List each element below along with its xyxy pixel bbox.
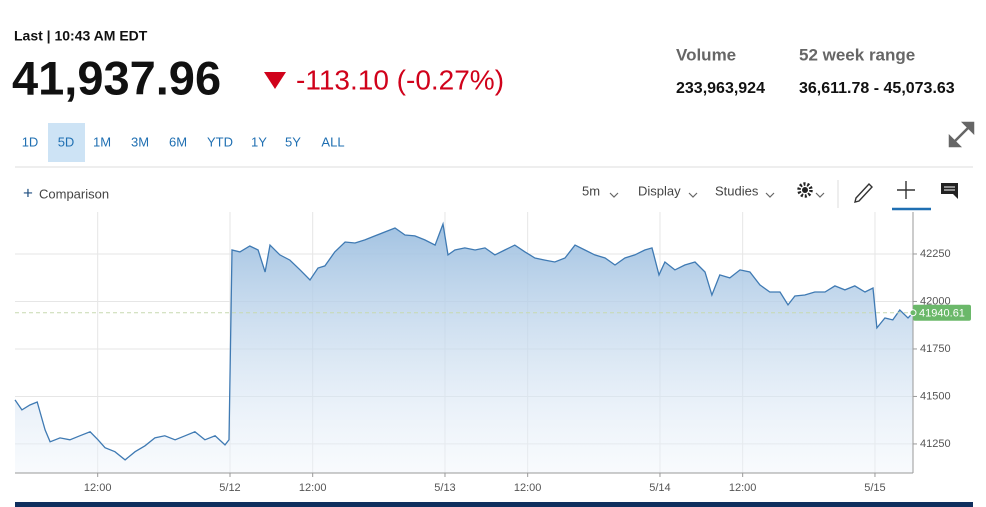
- range-button[interactable]: ALL: [321, 134, 344, 149]
- x-tick-label: 5/14: [649, 482, 670, 494]
- x-tick-label: 5/13: [434, 482, 455, 494]
- chart: 41250 41500 41750 42000 42250 12:00 5/12 12:00 5…: [14, 212, 971, 494]
- y-tick-label: 42250: [920, 248, 951, 260]
- x-tick-label: 12:00: [299, 482, 327, 494]
- studies-button[interactable]: Studies: [715, 183, 759, 198]
- y-tick-label: 42000: [920, 295, 951, 307]
- range-selected: [48, 123, 85, 162]
- y-tick-label: 41250: [920, 438, 951, 450]
- interval-button[interactable]: 5m: [582, 183, 600, 198]
- last-time: Last | 10:43 AM EDT: [14, 28, 148, 44]
- range-button[interactable]: 1D: [22, 134, 39, 149]
- bottom-bar: [15, 502, 973, 507]
- range-button[interactable]: YTD: [207, 134, 233, 149]
- range-button[interactable]: 1M: [93, 134, 111, 149]
- last-price-box: [913, 304, 971, 321]
- chevrons: [609, 192, 825, 198]
- settings-icon[interactable]: [797, 182, 813, 198]
- crosshair-icon[interactable]: [897, 181, 915, 199]
- last-price-dot: [909, 309, 917, 317]
- stat-label: 52 week range: [799, 45, 915, 64]
- down-arrow: [264, 72, 286, 89]
- x-tick-label: 5/15: [864, 482, 885, 494]
- price-line: [14, 221, 914, 461]
- stat-value: 233,963,924: [676, 80, 765, 97]
- range-button[interactable]: 1Y: [251, 134, 267, 149]
- y-tick-label: 41750: [920, 343, 951, 355]
- range-button[interactable]: 5D: [58, 134, 75, 149]
- price: 41,937.96: [12, 51, 221, 104]
- comparison-button[interactable]: Comparison: [39, 186, 109, 201]
- draw-icon[interactable]: [854, 182, 873, 203]
- display-button[interactable]: Display: [638, 183, 681, 198]
- x-tick-label: 12:00: [729, 482, 757, 494]
- last-price-label: 41940.61: [919, 308, 965, 320]
- x-tick-label: 12:00: [514, 482, 542, 494]
- plus-icon[interactable]: +: [23, 183, 33, 202]
- stat-label: Volume: [676, 45, 736, 64]
- range-button[interactable]: 5Y: [285, 134, 301, 149]
- expand-icon[interactable]: [948, 121, 975, 148]
- x-tick-label: 5/12: [219, 482, 240, 494]
- y-tick-label: 41500: [920, 390, 951, 402]
- stat-value: 36,611.78 - 45,073.63: [799, 80, 955, 97]
- range-button[interactable]: 3M: [131, 134, 149, 149]
- change: -113.10 (-0.27%): [296, 64, 504, 95]
- comment-icon[interactable]: [941, 183, 958, 199]
- area: [15, 224, 913, 473]
- x-tick-label: 12:00: [84, 482, 112, 494]
- range-button[interactable]: 6M: [169, 134, 187, 149]
